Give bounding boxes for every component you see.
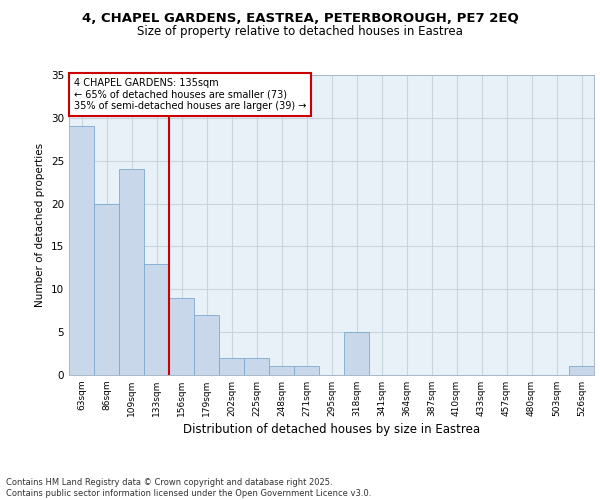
Text: Contains HM Land Registry data © Crown copyright and database right 2025.
Contai: Contains HM Land Registry data © Crown c… — [6, 478, 371, 498]
Bar — [119, 170, 144, 375]
Bar — [94, 204, 119, 375]
Bar — [344, 332, 369, 375]
Bar — [144, 264, 169, 375]
Bar — [269, 366, 294, 375]
Bar — [69, 126, 94, 375]
Bar — [294, 366, 319, 375]
Bar — [169, 298, 194, 375]
Bar — [244, 358, 269, 375]
Text: 4, CHAPEL GARDENS, EASTREA, PETERBOROUGH, PE7 2EQ: 4, CHAPEL GARDENS, EASTREA, PETERBOROUGH… — [82, 12, 518, 26]
Bar — [219, 358, 244, 375]
Bar — [569, 366, 594, 375]
Text: Size of property relative to detached houses in Eastrea: Size of property relative to detached ho… — [137, 25, 463, 38]
Text: 4 CHAPEL GARDENS: 135sqm
← 65% of detached houses are smaller (73)
35% of semi-d: 4 CHAPEL GARDENS: 135sqm ← 65% of detach… — [74, 78, 307, 111]
Bar — [194, 315, 219, 375]
Y-axis label: Number of detached properties: Number of detached properties — [35, 143, 46, 307]
X-axis label: Distribution of detached houses by size in Eastrea: Distribution of detached houses by size … — [183, 423, 480, 436]
